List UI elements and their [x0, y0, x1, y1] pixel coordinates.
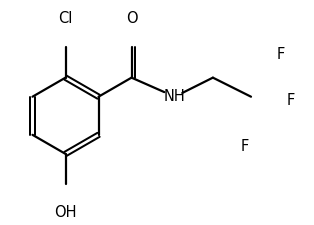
Text: F: F: [287, 93, 295, 108]
Text: F: F: [277, 47, 285, 62]
Text: Cl: Cl: [58, 11, 73, 26]
Text: OH: OH: [54, 205, 77, 220]
Text: O: O: [126, 11, 137, 26]
Text: F: F: [241, 139, 249, 154]
Text: NH: NH: [164, 89, 186, 104]
